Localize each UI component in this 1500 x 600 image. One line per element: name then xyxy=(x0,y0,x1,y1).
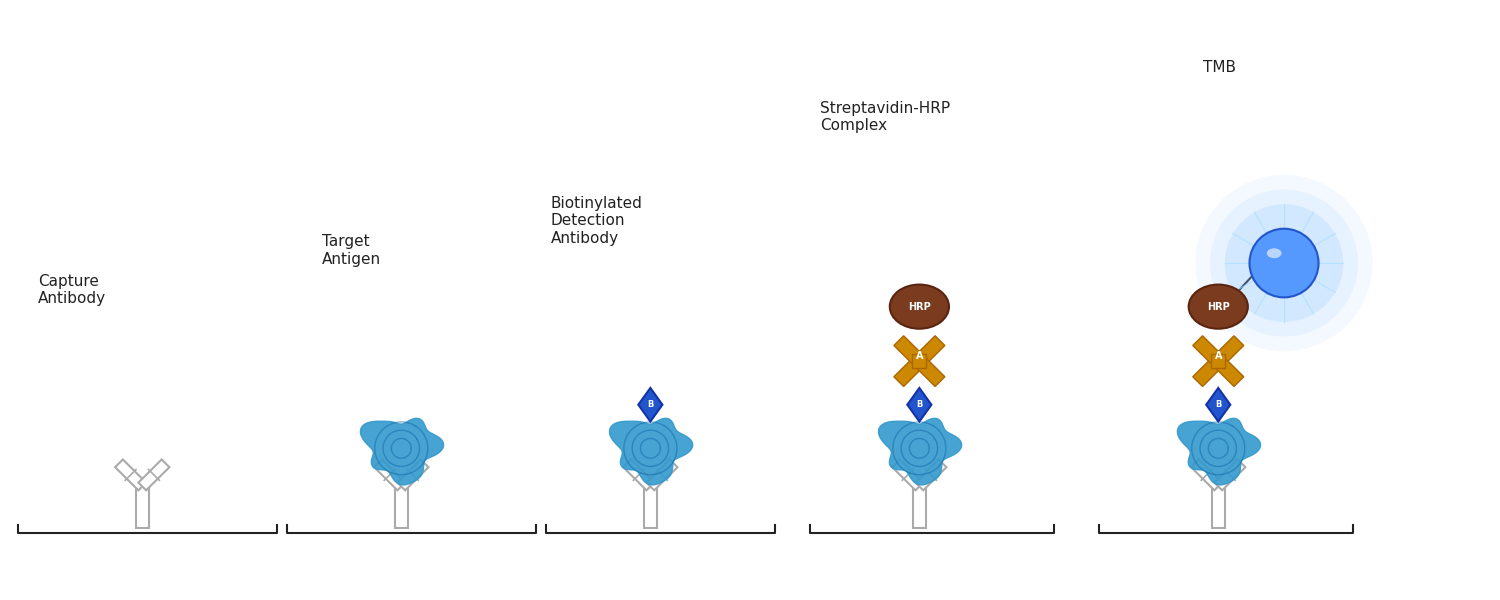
Polygon shape xyxy=(1191,460,1222,490)
Polygon shape xyxy=(138,460,170,490)
Polygon shape xyxy=(646,460,678,490)
Ellipse shape xyxy=(1188,284,1248,329)
Text: Capture
Antibody: Capture Antibody xyxy=(38,274,106,306)
Text: HRP: HRP xyxy=(1208,302,1230,311)
Polygon shape xyxy=(116,460,146,490)
FancyBboxPatch shape xyxy=(394,487,408,528)
Text: B: B xyxy=(1215,376,1221,385)
Polygon shape xyxy=(622,460,654,490)
Text: B: B xyxy=(646,400,654,409)
Polygon shape xyxy=(1215,460,1245,490)
Text: B: B xyxy=(1215,400,1221,409)
FancyBboxPatch shape xyxy=(1212,487,1225,528)
FancyBboxPatch shape xyxy=(1212,354,1225,368)
Text: Target
Antigen: Target Antigen xyxy=(321,234,381,266)
Polygon shape xyxy=(360,418,444,485)
FancyBboxPatch shape xyxy=(135,487,148,528)
Text: TMB: TMB xyxy=(1203,59,1236,74)
Polygon shape xyxy=(894,336,945,386)
Ellipse shape xyxy=(890,284,950,329)
Polygon shape xyxy=(1206,388,1230,422)
Polygon shape xyxy=(1192,336,1243,386)
Text: Streptavidin-HRP
Complex: Streptavidin-HRP Complex xyxy=(819,101,950,133)
Polygon shape xyxy=(915,460,946,490)
Ellipse shape xyxy=(1268,248,1281,258)
FancyBboxPatch shape xyxy=(912,354,927,368)
FancyBboxPatch shape xyxy=(914,487,926,528)
Text: A: A xyxy=(915,351,922,361)
Circle shape xyxy=(1250,229,1318,298)
Polygon shape xyxy=(879,418,962,485)
Text: B: B xyxy=(916,376,922,385)
Text: A: A xyxy=(1215,351,1222,361)
Text: Biotinylated
Detection
Antibody: Biotinylated Detection Antibody xyxy=(550,196,642,245)
Circle shape xyxy=(1196,175,1372,352)
Polygon shape xyxy=(374,460,405,490)
Polygon shape xyxy=(639,388,663,422)
Polygon shape xyxy=(894,336,945,386)
Polygon shape xyxy=(908,388,932,422)
Text: B: B xyxy=(916,400,922,409)
Circle shape xyxy=(1210,190,1358,337)
Polygon shape xyxy=(398,460,429,490)
Polygon shape xyxy=(892,460,922,490)
Polygon shape xyxy=(1192,336,1243,386)
Polygon shape xyxy=(1178,418,1260,485)
Text: HRP: HRP xyxy=(908,302,930,311)
FancyBboxPatch shape xyxy=(644,487,657,528)
Circle shape xyxy=(1226,204,1342,322)
Polygon shape xyxy=(609,418,693,485)
